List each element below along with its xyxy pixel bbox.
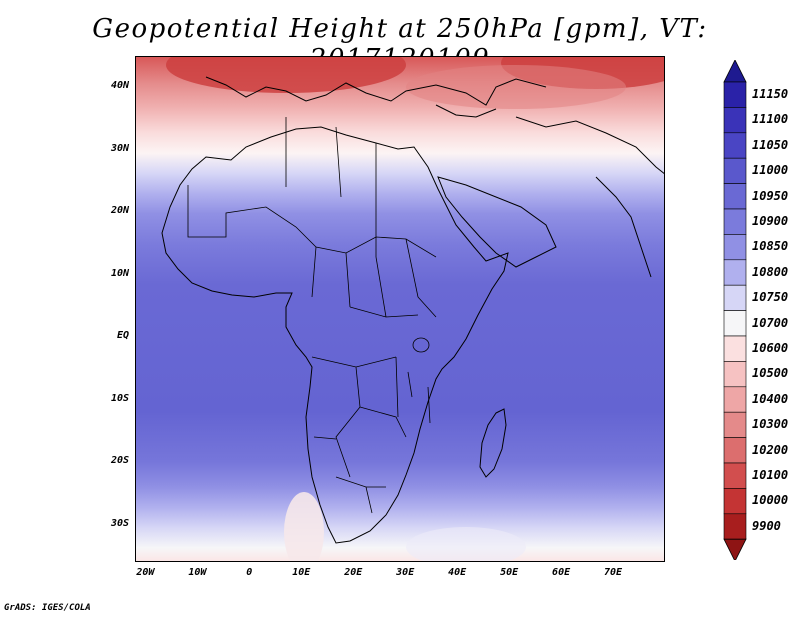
longitude-tick-label: 10E <box>292 567 311 578</box>
colorbar-level-label: 11050 <box>752 137 789 152</box>
colorbar-swatch <box>723 208 747 235</box>
colorbar-level-label: 10900 <box>752 214 789 228</box>
colorbar-level-label: 10700 <box>752 315 789 330</box>
colorbar-level-label: 10800 <box>752 264 789 279</box>
height-field-shading <box>136 57 664 561</box>
colorbar-swatch <box>723 488 747 515</box>
colorbar-level-label: 10850 <box>752 239 789 254</box>
country-borders-sahel <box>187 185 437 258</box>
longitude-tick-label: 50E <box>500 567 519 578</box>
colorbar-swatch <box>723 335 747 362</box>
colorbar-level-label: 11100 <box>752 112 789 127</box>
longitude-tick-label: 10W <box>188 567 207 578</box>
colorbar-level-label: 10100 <box>752 468 789 482</box>
colorbar <box>723 60 747 560</box>
india-coastline <box>595 176 652 278</box>
colorbar-swatch <box>723 107 747 134</box>
longitude-tick-label: 60E <box>552 567 571 578</box>
low-height-center-mediterranean <box>166 57 406 93</box>
latitude-tick-label: 30N <box>110 142 129 154</box>
colorbar-level-label: 10200 <box>752 442 789 457</box>
colorbar-level-label: 10600 <box>752 341 789 355</box>
longitude-tick-label: 0 <box>246 567 253 578</box>
colorbar-swatch <box>723 361 747 388</box>
colorbar-swatch <box>723 513 747 540</box>
ridge-tongue-southwest <box>284 492 324 561</box>
madagascar-coastline <box>479 408 507 478</box>
latitude-tick-label: 20S <box>110 455 129 467</box>
latitude-tick-label: EQ <box>116 330 129 342</box>
colorbar-level-label: 10000 <box>752 493 789 508</box>
arabian-peninsula-coastline <box>437 176 557 268</box>
colorbar-level-label: 11000 <box>752 163 789 178</box>
europe-coastline <box>205 76 547 106</box>
colorbar-swatch <box>723 157 747 184</box>
credit-text: GrADS: IGES/COLA <box>4 603 91 613</box>
latitude-tick-label: 40N <box>110 80 129 92</box>
asia-borders <box>515 116 664 175</box>
map-panel <box>135 56 665 562</box>
latitude-tick-label: 20N <box>110 205 129 217</box>
colorbar-swatch <box>723 183 747 210</box>
longitude-tick-label: 70E <box>604 567 623 578</box>
colorbar-swatch <box>723 132 747 159</box>
colorbar-swatch <box>723 310 747 337</box>
colorbar-swatch <box>723 462 747 489</box>
colorbar-swatch <box>723 437 747 464</box>
height-gradient-northeast <box>406 65 626 109</box>
colorbar-level-label: 11150 <box>752 87 789 101</box>
colorbar-level-label: 10400 <box>752 391 789 406</box>
colorbar-level-label: 10750 <box>752 290 789 305</box>
colorbar-bottom-arrow <box>723 538 747 560</box>
country-borders-southern-africa <box>313 436 386 514</box>
latitude-tick-label: 10N <box>110 267 129 279</box>
colorbar-swatch <box>723 81 747 108</box>
longitude-tick-label: 20W <box>136 567 155 578</box>
height-field-map <box>136 57 664 561</box>
colorbar-swatch <box>723 259 747 286</box>
lake-victoria <box>412 337 430 353</box>
colorbar-swatch <box>723 284 747 311</box>
colorbar-swatch <box>723 411 747 438</box>
colorbar-level-label: 9900 <box>752 518 781 533</box>
mediterranean-east-coast <box>435 104 497 118</box>
country-borders-africa <box>285 117 437 478</box>
colorbar-level-label: 10950 <box>752 188 789 203</box>
africa-coastline <box>161 126 509 544</box>
longitude-tick-label: 30E <box>396 567 415 578</box>
ridge-south-africa <box>406 527 526 561</box>
latitude-tick-label: 10S <box>110 392 129 404</box>
colorbar-swatch <box>723 234 747 261</box>
longitude-tick-label: 20E <box>344 567 363 578</box>
rift-lakes <box>407 371 431 424</box>
colorbar-top-arrow <box>723 60 747 83</box>
colorbar-level-label: 10300 <box>752 417 789 432</box>
latitude-tick-label: 30S <box>110 517 129 529</box>
longitude-tick-label: 40E <box>448 567 467 578</box>
colorbar-level-label: 10500 <box>752 366 789 381</box>
colorbar-swatch <box>723 386 747 413</box>
